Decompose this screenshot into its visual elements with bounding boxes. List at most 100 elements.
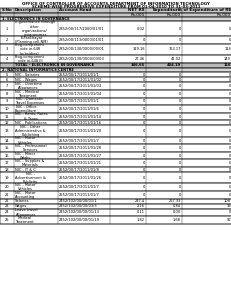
Text: 2552/00/17/2011/01/8: 2552/00/17/2011/01/8	[59, 168, 99, 172]
Text: 0.11: 0.11	[137, 211, 144, 214]
Text: 404.19: 404.19	[166, 63, 180, 67]
Text: 114: 114	[223, 47, 230, 52]
Text: 0: 0	[178, 146, 180, 150]
Text: 2552/00/17/2011/01/7: 2552/00/17/2011/01/7	[59, 193, 99, 197]
Text: 2.16: 2.16	[137, 204, 144, 208]
Text: 0.00: 0.00	[172, 211, 180, 214]
Text: 0: 0	[178, 78, 180, 82]
Text: 4: 4	[6, 57, 8, 61]
Text: 21: 21	[5, 193, 9, 197]
Text: NIC - Domestic
Travel Expenses: NIC - Domestic Travel Expenses	[15, 97, 44, 105]
Text: 20: 20	[5, 185, 9, 189]
Bar	[0, 137, 231, 144]
Text: 25: 25	[5, 218, 9, 222]
Text: Salaries: Salaries	[15, 199, 29, 203]
Text: 116: 116	[222, 63, 230, 67]
Text: 1: 1	[6, 27, 8, 31]
Text: NIC - Other
Administrative &
Publishing: NIC - Other Administrative & Publishing	[15, 125, 46, 137]
Text: 22: 22	[5, 199, 9, 203]
Text: SCHEME-WISE PROGRESSIVE EXPENDITURE FROM 01-04-2010 TO 31-03-2011: SCHEME-WISE PROGRESSIVE EXPENDITURE FROM…	[32, 4, 199, 8]
Text: NIC - Office
Expenditure: NIC - Office Expenditure	[15, 105, 37, 113]
Text: 16: 16	[5, 154, 9, 158]
Text: 346.65: 346.65	[130, 63, 144, 67]
Bar	[0, 44, 231, 55]
Text: 108: 108	[223, 199, 230, 203]
Text: 0: 0	[178, 99, 180, 103]
Text: 0: 0	[142, 121, 144, 125]
Text: 0: 0	[178, 84, 180, 88]
Text: NIC - Medical
Treatment: NIC - Medical Treatment	[15, 90, 39, 98]
Text: 0: 0	[228, 107, 230, 111]
Text: 0: 0	[178, 168, 180, 172]
Text: 7: 7	[6, 84, 8, 88]
Text: Rs.000: Rs.000	[216, 13, 230, 16]
Text: 12: 12	[5, 121, 9, 125]
Text: 2552/00/17/2011/01/16: 2552/00/17/2011/01/16	[59, 121, 102, 125]
Text: 23: 23	[5, 204, 9, 208]
Text: Rs.000: Rs.000	[130, 13, 144, 16]
Text: Expenditure: Expenditure	[152, 8, 180, 12]
Text: 1. ELECTRONICS IN GOVERNANCE: 1. ELECTRONICS IN GOVERNANCE	[2, 17, 69, 21]
Text: S.No: S.No	[2, 8, 12, 12]
Text: 0: 0	[142, 92, 144, 96]
Bar	[0, 72, 231, 77]
Text: % of Expenditure of RE: % of Expenditure of RE	[177, 8, 230, 12]
Text: 0: 0	[228, 73, 230, 77]
Text: 149: 149	[223, 57, 230, 61]
Text: 0: 0	[142, 176, 144, 180]
Bar	[0, 199, 231, 204]
Text: NIC - Publications: NIC - Publications	[15, 121, 46, 125]
Text: 0: 0	[178, 121, 180, 125]
Text: 0.84: 0.84	[172, 204, 180, 208]
Text: 24: 24	[5, 211, 9, 214]
Text: 2552/00/17/2011/01/6: 2552/00/17/2011/01/6	[59, 107, 99, 111]
Text: 0: 0	[228, 161, 230, 165]
Text: NIC - Wages: NIC - Wages	[15, 78, 37, 82]
Bar	[0, 144, 231, 152]
Bar	[0, 160, 231, 167]
Text: NIC - Minor
Works: NIC - Minor Works	[15, 152, 35, 160]
Text: 0: 0	[228, 129, 230, 133]
Text: 2552/00/17/2011/01/1: 2552/00/17/2011/01/1	[59, 99, 99, 103]
Text: 41.02: 41.02	[170, 57, 180, 61]
Bar	[0, 167, 231, 172]
Text: 15: 15	[5, 146, 9, 150]
Text: NIC - Professional
Services: NIC - Professional Services	[15, 144, 46, 152]
Bar	[0, 8, 231, 13]
Text: 0: 0	[142, 107, 144, 111]
Text: 0: 0	[178, 161, 180, 165]
Bar	[0, 98, 231, 105]
Text: 0: 0	[178, 27, 180, 31]
Text: 0: 0	[228, 146, 230, 150]
Text: 0: 0	[228, 154, 230, 158]
Text: 0: 0	[228, 99, 230, 103]
Bar	[0, 36, 231, 44]
Text: Rs.000: Rs.000	[166, 13, 180, 16]
Text: 2452/102/00/00/03/3: 2452/102/00/00/03/3	[59, 204, 97, 208]
Text: 0: 0	[178, 139, 180, 142]
Text: 2852/00/113/0000/01/01: 2852/00/113/0000/01/01	[59, 38, 104, 42]
Text: 2552/00/17/2011/01/27: 2552/00/17/2011/01/27	[59, 154, 102, 158]
Bar	[0, 105, 231, 113]
Text: 0: 0	[142, 78, 144, 82]
Text: 0: 0	[178, 176, 180, 180]
Text: 0: 0	[178, 193, 180, 197]
Text: 2. NATIONAL INFORMATICS CENTRE: 2. NATIONAL INFORMATICS CENTRE	[2, 68, 73, 72]
Text: 18: 18	[5, 168, 9, 172]
Text: 3: 3	[6, 47, 8, 52]
Text: 0: 0	[228, 193, 230, 197]
Bar	[0, 55, 231, 63]
Text: 2452/102/00/00/01/19: 2452/102/00/00/01/19	[59, 218, 100, 222]
Text: NIC - Motor
Vehicles: NIC - Motor Vehicles	[15, 136, 35, 145]
Bar	[0, 68, 231, 72]
Text: Description: Description	[15, 8, 42, 12]
Text: 2552/00/17/2011/01/26: 2552/00/17/2011/01/26	[59, 176, 102, 180]
Text: 247.4: 247.4	[134, 199, 144, 203]
Text: 0: 0	[142, 38, 144, 42]
Text: 0: 0	[228, 139, 230, 142]
Text: 2552/00/17/2011/01/21: 2552/00/17/2011/01/21	[59, 161, 102, 165]
Text: 19: 19	[5, 176, 9, 180]
Text: e-governance through
other
organizations/
programmes: e-governance through other organizations…	[15, 20, 55, 37]
Text: 2552/00/17/2011/01/04: 2552/00/17/2011/01/04	[59, 92, 102, 96]
Text: 92: 92	[225, 218, 230, 222]
